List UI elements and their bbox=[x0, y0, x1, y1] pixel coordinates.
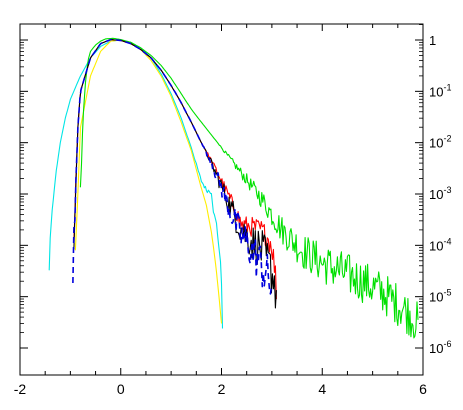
axis-layer: -2 0 2 4 6 1 10-1 10-2 10-3 10-4 10-5 10-6 bbox=[14, 24, 451, 397]
y-tick-label: 10-2 bbox=[429, 134, 451, 151]
x-tick-label: 2 bbox=[218, 381, 226, 397]
series-line-6 bbox=[72, 38, 273, 295]
series-line-2 bbox=[74, 39, 223, 324]
y-tick-label: 10-4 bbox=[429, 236, 451, 253]
series-line-3 bbox=[79, 37, 419, 339]
y-tick-label: 10-6 bbox=[429, 339, 451, 356]
series-line-5 bbox=[73, 39, 277, 309]
x-tick-label: 0 bbox=[117, 381, 125, 397]
x-tick-label: 6 bbox=[419, 381, 427, 397]
x-tick-label: 4 bbox=[318, 381, 326, 397]
y-tick-label: 10-5 bbox=[429, 288, 451, 305]
y-tick-label: 10-3 bbox=[429, 185, 451, 202]
series-layer bbox=[48, 37, 419, 339]
series-line-4 bbox=[73, 39, 277, 300]
y-tick-label: 10-1 bbox=[429, 82, 451, 99]
y-tick-label: 1 bbox=[429, 33, 436, 48]
x-tick-label: -2 bbox=[14, 381, 27, 397]
